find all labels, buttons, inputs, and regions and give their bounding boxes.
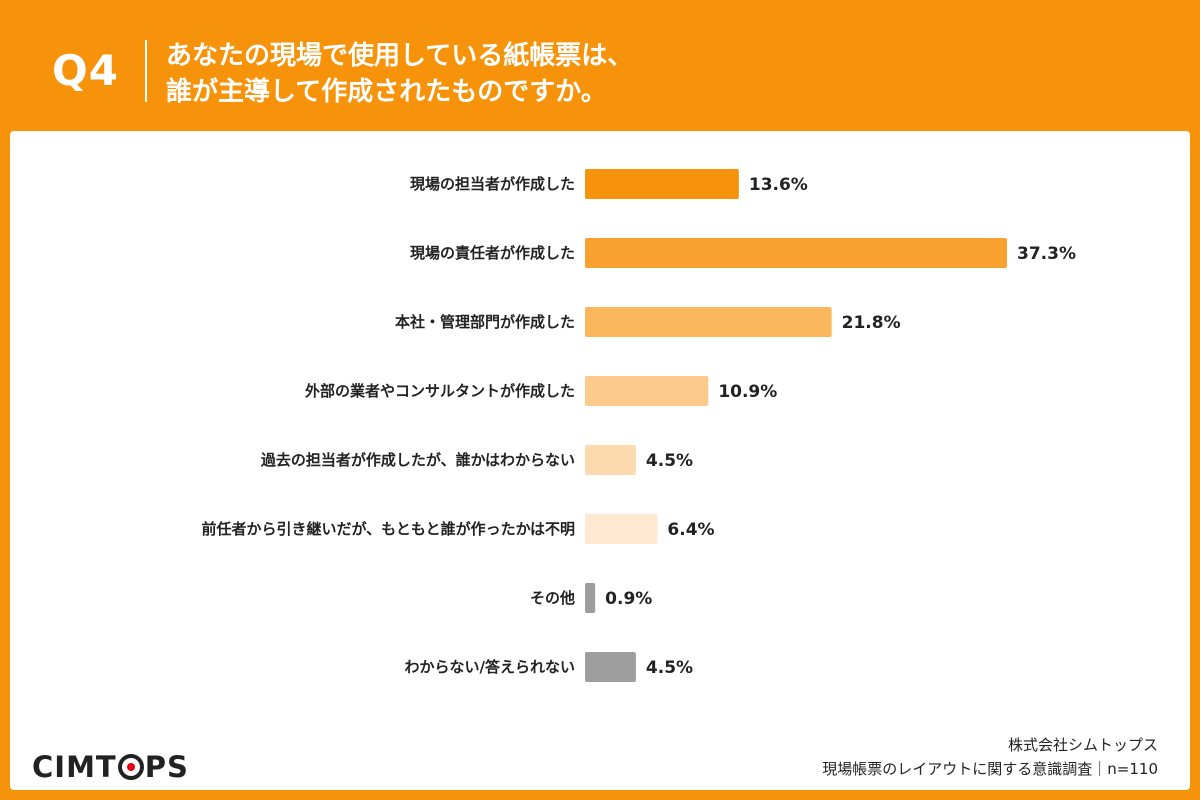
category-label: 前任者から引き継いだが、もともと誰が作ったかは不明 — [201, 520, 575, 538]
header-divider — [145, 40, 147, 102]
bar — [585, 238, 1007, 268]
question-line-1: あなたの現場で使用している紙帳票は、 — [166, 41, 634, 71]
cimtops-logo: CIMT PS — [32, 750, 189, 784]
value-label: 0.9% — [605, 589, 652, 609]
value-label: 21.8% — [842, 313, 901, 333]
source-note: 株式会社シムトップス 現場帳票のレイアウトに関する意識調査｜n=110 — [658, 733, 1158, 781]
bar — [585, 376, 709, 406]
category-label: その他 — [530, 589, 575, 607]
category-label: 過去の担当者が作成したが、誰かはわからない — [260, 451, 575, 469]
category-label: 外部の業者やコンサルタントが作成した — [304, 382, 575, 400]
category-label: 現場の担当者が作成した — [410, 175, 575, 193]
question-text: あなたの現場で使用している紙帳票は、 誰が主導して作成されたものですか。 — [166, 38, 1166, 110]
question-header: Q4 あなたの現場で使用している紙帳票は、 誰が主導して作成されたものですか。 — [0, 0, 1200, 130]
category-label: 本社・管理部門が作成した — [395, 313, 575, 331]
value-label: 37.3% — [1017, 244, 1076, 264]
company-name: 株式会社シムトップス — [1007, 736, 1158, 754]
bar — [585, 445, 636, 475]
bar — [585, 169, 739, 199]
value-label: 4.5% — [646, 658, 693, 678]
value-label: 13.6% — [749, 175, 808, 195]
category-label: 現場の責任者が作成した — [410, 244, 575, 262]
logo-dot-icon — [117, 754, 144, 780]
bar — [585, 583, 596, 613]
bar — [585, 652, 636, 682]
value-label: 4.5% — [646, 451, 693, 471]
chart-panel: 現場の担当者が作成した 13.6% 現場の責任者が作成した 37.3% 本社・管理部門が… — [10, 131, 1190, 790]
bar-chart: 現場の担当者が作成した 13.6% 現場の責任者が作成した 37.3% 本社・管理部門が… — [201, 169, 1076, 682]
value-label: 10.9% — [718, 382, 777, 402]
question-number: Q4 — [52, 46, 119, 95]
question-line-2: 誰が主導して作成されたものですか。 — [166, 77, 607, 107]
value-label: 6.4% — [667, 520, 714, 540]
bar — [585, 307, 832, 337]
survey-note: 現場帳票のレイアウトに関する意識調査｜n=110 — [822, 760, 1158, 778]
category-label: わからない/答えられない — [405, 658, 575, 676]
bar — [585, 514, 658, 544]
